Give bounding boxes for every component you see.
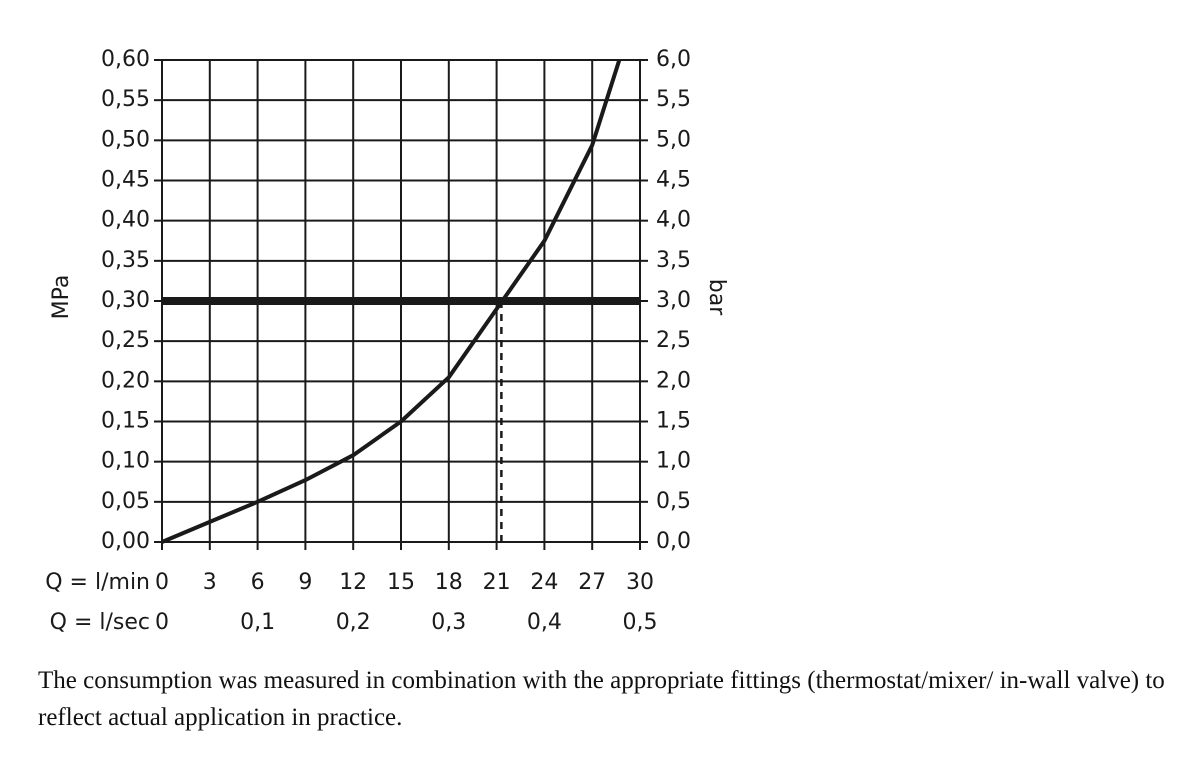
footnote: The consumption was measured in combinat…: [38, 667, 1165, 731]
x2-tick-label: 0: [155, 610, 169, 635]
x-axis-label: Q = l/min: [45, 570, 150, 595]
y2-tick-label: 1,0: [656, 449, 691, 474]
y-tick-label: 0,30: [101, 288, 150, 313]
y-tick-label: 0,50: [101, 127, 150, 152]
x-tick-label: 3: [203, 570, 217, 595]
y-axis-label: MPa: [49, 275, 74, 320]
x-tick-label: 21: [483, 570, 511, 595]
x2-tick-label: 0,3: [431, 610, 466, 635]
chart: MPa bar Q = l/min Q = l/sec 0,000,050,10…: [45, 47, 729, 635]
x-tick-label: 9: [298, 570, 312, 595]
y2-tick-label: 3,0: [656, 288, 691, 313]
x-tick-label: 12: [339, 570, 367, 595]
y-tick-label: 0,55: [101, 87, 150, 112]
y2-tick-label: 4,5: [656, 168, 691, 193]
y-tick-label: 0,05: [101, 489, 150, 514]
y-tick-label: 0,25: [101, 328, 150, 353]
x2-axis-label: Q = l/sec: [50, 610, 150, 635]
y2-tick-label: 5,5: [656, 87, 691, 112]
x2-tick-label: 0,1: [240, 610, 275, 635]
curve: [161, 59, 622, 544]
y2-tick-label: 4,0: [656, 208, 691, 233]
x-tick-label: 18: [435, 570, 463, 595]
y2-tick-label: 5,0: [656, 127, 691, 152]
x-tick-label: 30: [626, 570, 654, 595]
y2-tick-label: 6,0: [656, 47, 691, 72]
y2-tick-label: 0,5: [656, 489, 691, 514]
y2-tick-label: 1,5: [656, 409, 691, 434]
y-tick-label: 0,00: [101, 529, 150, 554]
x2-tick-label: 0,4: [527, 610, 562, 635]
x2-tick-label: 0,5: [623, 610, 658, 635]
y-tick-label: 0,20: [101, 368, 150, 393]
y-tick-label: 0,35: [101, 248, 150, 273]
x-tick-label: 0: [155, 570, 169, 595]
y2-tick-label: 2,5: [656, 328, 691, 353]
x-tick-label: 24: [530, 570, 558, 595]
y-tick-label: 0,40: [101, 208, 150, 233]
x-tick-label: 6: [251, 570, 265, 595]
x-tick-label: 27: [578, 570, 606, 595]
y-tick-label: 0,45: [101, 168, 150, 193]
y2-tick-label: 0,0: [656, 529, 691, 554]
y-tick-label: 0,60: [101, 47, 150, 72]
y-tick-label: 0,15: [101, 409, 150, 434]
x-tick-label: 15: [387, 570, 415, 595]
y2-tick-label: 2,0: [656, 368, 691, 393]
y2-tick-label: 3,5: [656, 248, 691, 273]
x2-tick-label: 0,2: [336, 610, 371, 635]
y-tick-label: 0,10: [101, 449, 150, 474]
y2-axis-label: bar: [704, 279, 729, 316]
